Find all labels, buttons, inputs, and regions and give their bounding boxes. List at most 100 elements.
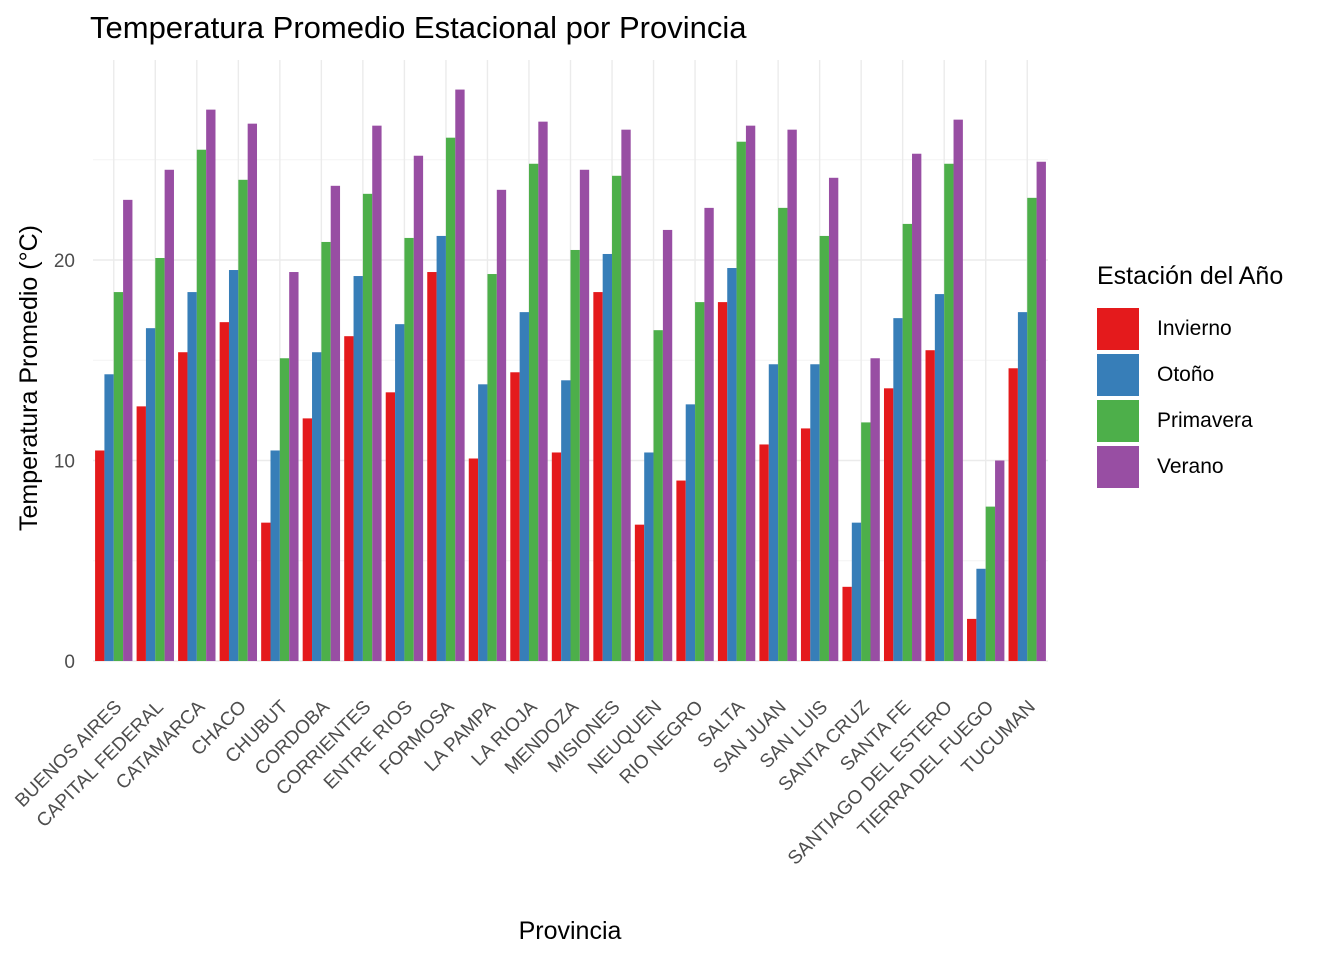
bar-invierno-tucuman (1008, 368, 1018, 661)
bar-verano-entre-rios (413, 155, 424, 662)
bar-invierno-neuquen (634, 524, 645, 661)
bar-oto-o-santa-cruz (851, 522, 862, 661)
bar-invierno-formosa (427, 272, 437, 661)
bar-invierno-san-luis (800, 428, 811, 661)
y-tick-label: 10 (54, 452, 75, 473)
bar-invierno-cordoba (302, 418, 313, 661)
chart-title: Temperatura Promedio Estacional por Prov… (90, 10, 747, 45)
legend-swatch (1097, 446, 1139, 488)
bar-invierno-la-rioja (510, 372, 520, 661)
bars-layer (95, 89, 1046, 662)
bar-oto-o-formosa (436, 235, 446, 661)
bar-primavera-santa-cruz (861, 422, 871, 661)
bar-oto-o-santiago-del-estero (934, 294, 945, 661)
y-tick-label: 0 (64, 652, 75, 673)
bar-oto-o-salta (727, 268, 737, 661)
bar-primavera-chaco (238, 179, 248, 662)
bar-primavera-santiago-del-estero (944, 163, 954, 661)
bar-invierno-mendoza (551, 452, 562, 661)
bar-verano-salta (745, 125, 756, 661)
bar-invierno-santa-fe (883, 388, 894, 661)
bar-verano-san-luis (828, 177, 839, 662)
bar-invierno-chubut (261, 522, 271, 661)
legend-items: Invierno Otoño Primavera Verano (1097, 306, 1283, 490)
legend: Estación del Año Invierno Otoño Primavera V… (1097, 262, 1283, 490)
bar-verano-misiones (621, 129, 631, 662)
bar-invierno-misiones (593, 292, 603, 661)
bar-verano-san-juan (787, 129, 797, 662)
bar-primavera-la-pampa (487, 274, 497, 661)
bar-verano-catamarca (206, 109, 216, 662)
bar-oto-o-catamarca (187, 292, 197, 661)
legend-label: Verano (1157, 455, 1224, 478)
bar-oto-o-san-juan (768, 364, 779, 661)
bar-primavera-san-juan (778, 207, 788, 661)
legend-item: Verano (1097, 444, 1283, 490)
bar-oto-o-santa-fe (893, 318, 903, 661)
bar-verano-cordoba (330, 185, 341, 661)
legend-item: Invierno (1097, 306, 1283, 352)
bar-primavera-entre-rios (404, 237, 414, 661)
bar-verano-corrientes (372, 125, 382, 661)
bar-primavera-santa-fe (902, 223, 913, 661)
bar-invierno-chaco (219, 322, 229, 661)
bar-primavera-capital-federal (155, 257, 165, 661)
bar-oto-o-tierra-del-fuego (976, 568, 986, 661)
legend-title: Estación del Año (1097, 262, 1284, 290)
y-tick-label: 20 (54, 251, 75, 272)
bar-invierno-capital-federal (136, 406, 146, 661)
bar-invierno-tierra-del-fuego (967, 618, 977, 661)
y-ticks: 0 10 20 (54, 251, 75, 673)
bar-oto-o-chubut (270, 450, 280, 662)
bar-verano-rio-negro (704, 207, 714, 661)
bar-invierno-corrientes (344, 336, 354, 661)
bar-oto-o-la-pampa (478, 384, 488, 661)
legend-item: Otoño (1097, 352, 1283, 398)
bar-verano-santa-fe (912, 153, 922, 662)
bar-invierno-rio-negro (676, 480, 686, 661)
bar-primavera-formosa (445, 137, 456, 661)
bar-oto-o-la-rioja (519, 312, 529, 661)
bar-primavera-misiones (612, 175, 622, 662)
legend-label: Primavera (1157, 409, 1253, 432)
bar-oto-o-chaco (228, 270, 239, 661)
bar-invierno-la-pampa (468, 458, 479, 661)
bar-verano-santa-cruz (870, 358, 880, 661)
bar-verano-buenos-aires (123, 199, 133, 661)
bar-oto-o-capital-federal (145, 328, 156, 661)
bar-primavera-salta (736, 141, 746, 661)
bar-oto-o-entre-rios (395, 324, 405, 661)
bar-verano-capital-federal (164, 169, 174, 661)
bar-oto-o-cordoba (312, 352, 322, 661)
bar-invierno-buenos-aires (95, 450, 105, 662)
bar-verano-chaco (247, 123, 258, 661)
legend-swatch (1097, 354, 1139, 396)
bar-verano-la-pampa (496, 189, 507, 661)
bar-primavera-rio-negro (695, 302, 705, 661)
bar-oto-o-tucuman (1017, 312, 1028, 661)
bar-verano-tierra-del-fuego (995, 460, 1005, 661)
bar-oto-o-san-luis (810, 364, 820, 661)
bar-primavera-catamarca (196, 149, 207, 661)
bar-oto-o-buenos-aires (104, 374, 114, 661)
x-axis-title: Provincia (519, 917, 622, 945)
bar-oto-o-misiones (602, 253, 613, 662)
bar-primavera-buenos-aires (113, 292, 124, 661)
bar-oto-o-mendoza (561, 380, 571, 661)
bar-verano-mendoza (579, 169, 590, 661)
bar-invierno-san-juan (759, 444, 769, 661)
bar-verano-formosa (455, 89, 465, 661)
bar-verano-neuquen (662, 229, 673, 661)
bar-primavera-tucuman (1027, 197, 1037, 661)
legend-swatch (1097, 400, 1139, 442)
bar-invierno-entre-rios (385, 392, 396, 661)
bar-invierno-santiago-del-estero (925, 350, 935, 661)
bar-verano-tucuman (1036, 161, 1046, 661)
bar-primavera-chubut (279, 358, 290, 661)
y-axis-title: Temperatura Promedio (°C) (15, 225, 43, 531)
legend-label: Invierno (1157, 317, 1232, 340)
bar-oto-o-neuquen (644, 452, 654, 661)
bar-primavera-cordoba (321, 241, 331, 661)
bar-verano-chubut (289, 272, 299, 661)
